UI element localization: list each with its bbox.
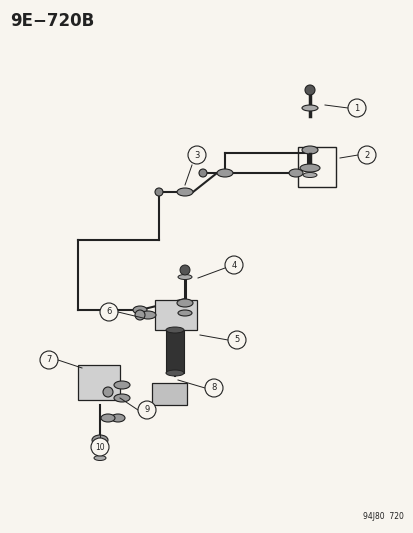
Bar [297,147,335,187]
Circle shape [91,438,109,456]
Ellipse shape [166,370,183,376]
Ellipse shape [216,169,233,177]
Ellipse shape [94,456,106,461]
Text: 4: 4 [231,261,236,270]
Circle shape [188,146,206,164]
Ellipse shape [177,299,192,307]
Ellipse shape [166,327,183,333]
Ellipse shape [94,446,106,454]
Ellipse shape [288,169,302,177]
Ellipse shape [114,394,130,402]
Ellipse shape [178,274,192,279]
Circle shape [180,265,190,275]
Text: 3: 3 [194,150,199,159]
Circle shape [304,85,314,95]
Text: 5: 5 [234,335,239,344]
Text: 1: 1 [354,103,359,112]
Bar [154,300,197,330]
Circle shape [357,146,375,164]
Bar [152,383,187,405]
Circle shape [154,188,163,196]
Circle shape [100,303,118,321]
Text: 2: 2 [363,150,369,159]
Bar [78,365,120,400]
Ellipse shape [140,311,156,319]
Text: 9: 9 [144,406,149,415]
Text: 10: 10 [95,442,104,451]
Ellipse shape [101,414,115,422]
Ellipse shape [301,146,317,154]
Text: 7: 7 [46,356,52,365]
Ellipse shape [301,105,317,111]
Ellipse shape [133,306,147,314]
Text: 6: 6 [106,308,112,317]
Ellipse shape [135,310,145,320]
Circle shape [347,99,365,117]
Ellipse shape [103,387,113,397]
Circle shape [40,351,58,369]
Circle shape [204,379,223,397]
Text: 8: 8 [211,384,216,392]
Ellipse shape [299,164,319,172]
Circle shape [199,169,206,177]
Ellipse shape [302,173,316,177]
Ellipse shape [111,414,125,422]
Text: 94J80  720: 94J80 720 [362,512,403,521]
Circle shape [228,331,245,349]
Ellipse shape [177,188,192,196]
Ellipse shape [92,435,108,445]
Circle shape [224,256,242,274]
Bar [166,330,183,373]
Ellipse shape [114,381,130,389]
Text: 9E−720B: 9E−720B [10,12,94,30]
Ellipse shape [178,310,192,316]
Circle shape [138,401,156,419]
